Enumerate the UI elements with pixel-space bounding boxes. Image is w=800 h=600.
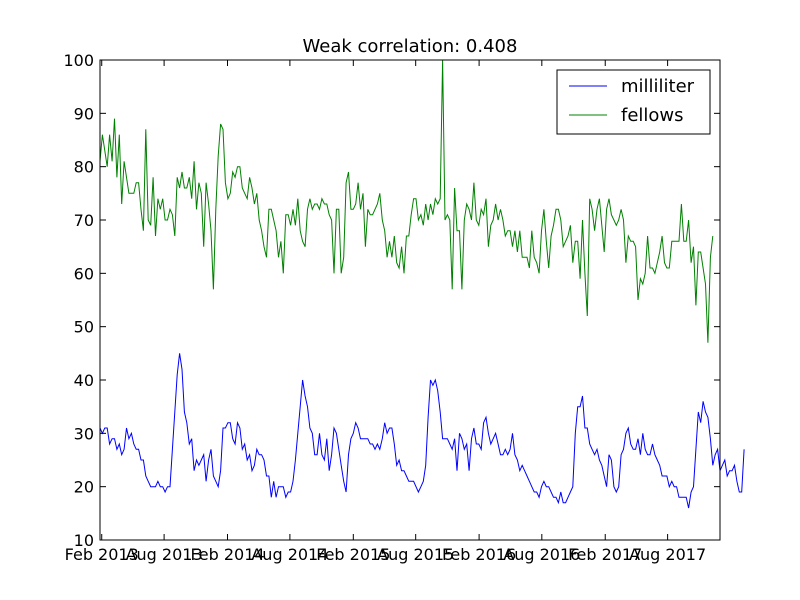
x-tick-label: Feb 2015 bbox=[316, 545, 390, 564]
x-tick-label: Aug 2014 bbox=[251, 545, 328, 564]
y-tick-label: 20 bbox=[74, 478, 94, 497]
legend: milliliter fellows bbox=[556, 69, 711, 135]
series-layer bbox=[99, 59, 745, 509]
y-tick-label: 80 bbox=[74, 158, 94, 177]
x-tick-label: Feb 2016 bbox=[442, 545, 516, 564]
y-tick-label: 100 bbox=[63, 51, 94, 70]
y-tick-label: 70 bbox=[74, 211, 94, 230]
legend-label-fellows: fellows bbox=[621, 105, 684, 126]
x-tick-label: Feb 2014 bbox=[190, 545, 264, 564]
chart-title: Weak correlation: 0.408 bbox=[303, 36, 518, 57]
series-line-fellows bbox=[99, 59, 714, 343]
y-tick-label: 60 bbox=[74, 264, 94, 283]
x-tick-label: Aug 2015 bbox=[377, 545, 454, 564]
y-tick-label: 50 bbox=[74, 318, 94, 337]
x-tick-label: Feb 2017 bbox=[568, 545, 642, 564]
x-tick-label: Aug 2017 bbox=[629, 545, 706, 564]
x-tick-label: Feb 2013 bbox=[65, 545, 139, 564]
legend-box bbox=[556, 69, 711, 135]
y-tick-label: 40 bbox=[74, 371, 94, 390]
y-tick-label: 90 bbox=[74, 104, 94, 123]
plot-frame bbox=[99, 59, 721, 541]
y-tick-label: 10 bbox=[74, 531, 94, 550]
legend-label-milliliter: milliliter bbox=[621, 76, 695, 97]
y-tick-label: 30 bbox=[74, 424, 94, 443]
x-tick-label: Aug 2016 bbox=[503, 545, 580, 564]
x-tick-label: Aug 2013 bbox=[126, 545, 203, 564]
series-line-milliliter bbox=[99, 353, 745, 509]
